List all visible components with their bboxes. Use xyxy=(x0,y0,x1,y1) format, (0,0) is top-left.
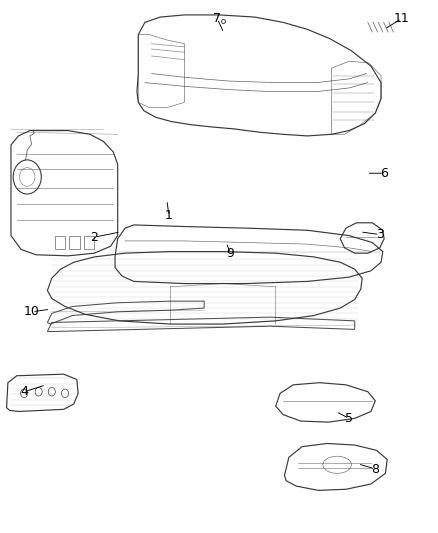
Text: 10: 10 xyxy=(24,305,40,318)
Text: 3: 3 xyxy=(375,228,383,241)
Text: 7: 7 xyxy=(213,12,221,25)
Text: 8: 8 xyxy=(371,463,378,475)
Text: 11: 11 xyxy=(393,12,409,25)
Text: 6: 6 xyxy=(379,167,387,180)
Bar xyxy=(84,236,94,249)
Bar xyxy=(55,236,65,249)
Text: 2: 2 xyxy=(90,231,98,244)
Text: 1: 1 xyxy=(165,209,173,222)
Text: 9: 9 xyxy=(226,247,234,260)
Bar xyxy=(69,236,80,249)
Text: 5: 5 xyxy=(344,412,352,425)
Text: 4: 4 xyxy=(20,385,28,398)
